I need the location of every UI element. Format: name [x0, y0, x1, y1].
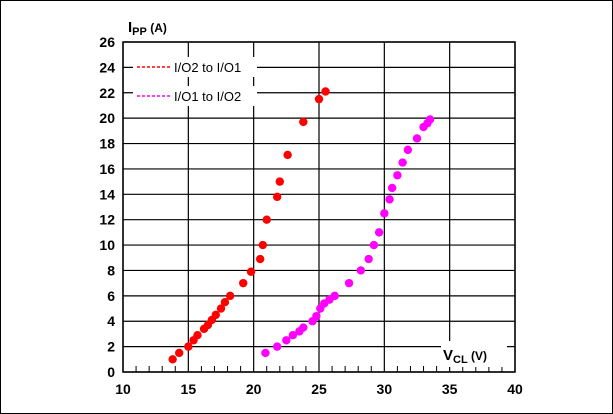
data-point-series-2	[261, 348, 270, 358]
y-tick-label: 4	[107, 313, 115, 329]
data-point-series-2	[272, 342, 282, 351]
data-point-series-1	[321, 87, 330, 96]
y-tick-label: 6	[107, 288, 115, 304]
x-axis-symbol: V	[443, 347, 453, 364]
x-axis-title-group: VCL (V)	[441, 341, 507, 367]
legend: I/O2 to I/O1 I/O1 to I/O2	[133, 57, 257, 106]
data-point-series-1	[275, 177, 284, 186]
y-tick-label: 10	[99, 237, 115, 253]
x-axis-unit: (V)	[468, 349, 487, 363]
x-tick-labels: 10 15 20 25 30 35 40	[115, 381, 523, 397]
y-tick-label: 0	[107, 364, 115, 380]
y-tick-label: 22	[99, 85, 115, 101]
data-point-series-2	[412, 134, 422, 143]
data-point-series-1	[211, 310, 220, 320]
data-point-series-1	[299, 117, 308, 127]
data-point-series-1	[216, 304, 226, 313]
y-tick-label: 24	[99, 59, 115, 75]
y-tick-label: 2	[107, 339, 115, 355]
x-axis-title-background	[441, 341, 507, 367]
data-point-series-1	[193, 330, 202, 340]
data-point-series-1	[168, 355, 177, 364]
data-point-series-2	[364, 254, 373, 264]
data-point-series-2	[312, 311, 321, 321]
plot-border	[122, 41, 516, 373]
data-point-series-2	[344, 278, 354, 288]
x-tick-label: 20	[246, 381, 262, 397]
x-tick-label: 40	[507, 381, 523, 397]
x-tick-label: 25	[311, 381, 327, 397]
data-points	[168, 87, 435, 364]
data-point-series-1	[258, 240, 268, 250]
x-axis-subscript: CL	[453, 354, 468, 366]
data-point-series-2	[385, 195, 394, 204]
data-point-series-2	[330, 291, 339, 301]
data-point-series-1	[174, 348, 184, 358]
data-point-series-2	[380, 209, 389, 218]
y-axis-subscript: PP	[132, 26, 147, 38]
data-point-series-2	[425, 115, 435, 124]
data-point-series-2	[356, 266, 366, 275]
data-point-series-1	[272, 192, 282, 202]
x-tick-label: 30	[377, 381, 393, 397]
y-axis-title: IPP (A)	[128, 19, 167, 38]
x-axis-title: VCL (V)	[443, 347, 487, 366]
y-tick-label: 20	[99, 110, 115, 126]
y-tick-label: 16	[99, 161, 115, 177]
data-point-series-1	[246, 267, 256, 276]
y-tick-label: 18	[99, 136, 115, 152]
legend-entry-2-background	[133, 86, 257, 106]
y-axis-unit: (A)	[147, 21, 167, 35]
data-point-series-2	[374, 228, 384, 237]
y-axis-symbol: I	[128, 19, 132, 36]
data-point-series-2	[398, 158, 407, 167]
y-tick-label: 26	[99, 34, 115, 50]
legend-label-1: I/O2 to I/O1	[174, 60, 241, 75]
x-tick-label: 15	[181, 381, 197, 397]
y-tick-label: 12	[99, 212, 115, 228]
legend-entry-1-background	[133, 57, 257, 77]
data-point-series-1	[225, 291, 235, 301]
data-point-series-1	[283, 150, 292, 160]
data-point-series-2	[299, 323, 308, 332]
data-point-series-1	[262, 215, 271, 224]
data-point-series-2	[387, 183, 397, 193]
y-tick-label: 14	[99, 186, 115, 202]
data-point-series-2	[403, 145, 413, 155]
data-point-series-1	[256, 254, 265, 264]
data-point-series-1	[314, 94, 324, 104]
x-tick-label: 10	[115, 381, 131, 397]
data-point-series-2	[393, 171, 402, 180]
data-point-series-1	[184, 342, 193, 351]
data-point-series-2	[288, 330, 298, 340]
data-point-series-1	[239, 278, 248, 288]
data-point-series-2	[282, 336, 291, 345]
data-point-series-2	[369, 240, 379, 250]
legend-label-2: I/O1 to I/O2	[174, 89, 241, 104]
x-tick-label: 35	[442, 381, 458, 397]
y-tick-label: 8	[107, 262, 115, 278]
data-point-series-1	[220, 297, 230, 307]
